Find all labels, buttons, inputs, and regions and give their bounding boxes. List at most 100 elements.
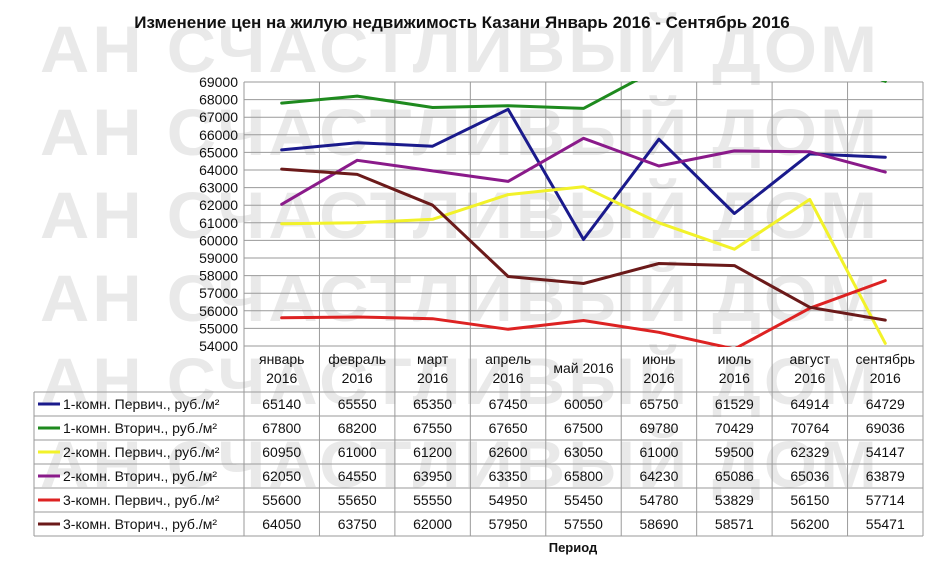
- x-tick-label: май 2016: [553, 360, 613, 376]
- x-tick-label: июль 2016: [718, 351, 751, 386]
- table-cell: 57550: [564, 516, 603, 532]
- table-cell: 54147: [866, 444, 905, 460]
- table-cell: 63879: [866, 468, 905, 484]
- series-line-2: [280, 81, 887, 110]
- watermark-text: АН СЧАСТЛИВЫЙ ДОМ: [40, 177, 880, 252]
- table-cell: 63750: [338, 516, 377, 532]
- y-tick-label: 59000: [199, 250, 238, 266]
- y-tick-label: 55000: [199, 320, 238, 336]
- chart-title: Изменение цен на жилую недвижимость Каза…: [134, 13, 790, 32]
- table-cell: 62600: [489, 444, 528, 460]
- table-cell: 65550: [338, 396, 377, 412]
- table-cell: 69036: [866, 420, 905, 436]
- table-cell: 55600: [262, 492, 301, 508]
- table-cell: 63350: [489, 468, 528, 484]
- y-tick-label: 57000: [199, 285, 238, 301]
- table-cell: 67450: [489, 396, 528, 412]
- y-tick-label: 63000: [199, 180, 238, 196]
- table-cell: 53829: [715, 492, 754, 508]
- table-cell: 67800: [262, 420, 301, 436]
- table-cell: 63950: [413, 468, 452, 484]
- table-cell: 64050: [262, 516, 301, 532]
- series-line-3: [280, 185, 887, 345]
- table-cell: 62050: [262, 468, 301, 484]
- table-cell: 67500: [564, 420, 603, 436]
- table-cell: 60950: [262, 444, 301, 460]
- table-cell: 56200: [790, 516, 829, 532]
- x-axis-categories: январь 2016 февраль 2016 март 2016 апрель 2016 м…: [243, 346, 924, 392]
- y-tick-label: 65000: [199, 144, 238, 160]
- series-line-6: [280, 167, 887, 322]
- table-cell: 64550: [338, 468, 377, 484]
- y-tick-label: 68000: [199, 92, 238, 108]
- legend-label-2: 1-комн. Вторич., руб./м²: [63, 420, 217, 436]
- legend-label-3: 2-комн. Первич., руб./м²: [63, 444, 220, 460]
- table-cell: 57950: [489, 516, 528, 532]
- legend-label-1: 1-комн. Первич., руб./м²: [63, 396, 220, 412]
- table-cell: 61000: [639, 444, 678, 460]
- table-cell: 59500: [715, 444, 754, 460]
- table-cell: 54780: [639, 492, 678, 508]
- legend-label-6: 3-комн. Вторич., руб./м²: [63, 516, 217, 532]
- table-cell: 65800: [564, 468, 603, 484]
- table-cell: 63050: [564, 444, 603, 460]
- table-cell: 65140: [262, 396, 301, 412]
- y-tick-label: 54000: [199, 338, 238, 354]
- series-lines: [280, 81, 887, 347]
- table-cell: 55471: [866, 516, 905, 532]
- series-line-1: [280, 107, 887, 241]
- table-cell: 65350: [413, 396, 452, 412]
- y-tick-label: 58000: [199, 268, 238, 284]
- table-cell: 58690: [639, 516, 678, 532]
- table-cell: 64729: [866, 396, 905, 412]
- x-axis-label: Период: [549, 540, 598, 555]
- table-cell: 62000: [413, 516, 452, 532]
- table-cell: 65750: [639, 396, 678, 412]
- table-cell: 64230: [639, 468, 678, 484]
- table-cell: 65036: [790, 468, 829, 484]
- y-tick-label: 61000: [199, 215, 238, 231]
- table-cell: 60050: [564, 396, 603, 412]
- table-cell: 55450: [564, 492, 603, 508]
- table-cell: 54950: [489, 492, 528, 508]
- watermark-text: АН СЧАСТЛИВЫЙ ДОМ: [40, 11, 880, 86]
- x-tick-label: август 2016: [790, 351, 831, 386]
- table-cell: 57714: [866, 492, 905, 508]
- table-cell: 58571: [715, 516, 754, 532]
- table-cell: 55550: [413, 492, 452, 508]
- table-cell: 62329: [790, 444, 829, 460]
- table-cell: 70764: [790, 420, 829, 436]
- legend-label-5: 3-комн. Первич., руб./м²: [63, 492, 220, 508]
- table-cell: 55650: [338, 492, 377, 508]
- x-tick-label: март 2016: [417, 351, 449, 386]
- x-tick-label: февраль 2016: [328, 351, 386, 386]
- data-table: 1-комн. Первич., руб./м² 65140 65550 65350 6…: [33, 391, 924, 537]
- x-tick-label: январь 2016: [259, 351, 304, 386]
- y-tick-label: 56000: [199, 303, 238, 319]
- y-tick-label: 62000: [199, 197, 238, 213]
- table-cell: 61200: [413, 444, 452, 460]
- table-cell: 64914: [790, 396, 829, 412]
- y-tick-label: 67000: [199, 109, 238, 125]
- x-tick-label: июнь 2016: [642, 351, 675, 386]
- table-cell: 65086: [715, 468, 754, 484]
- series-line-4: [280, 136, 887, 206]
- table-cell: 68200: [338, 420, 377, 436]
- table-cell: 69780: [639, 420, 678, 436]
- y-tick-label: 66000: [199, 127, 238, 143]
- table-cell: 67550: [413, 420, 452, 436]
- watermark-text: АН СЧАСТЛИВЫЙ ДОМ: [40, 343, 880, 418]
- legend-label-4: 2-комн. Вторич., руб./м²: [63, 468, 217, 484]
- x-tick-label: апрель 2016: [485, 351, 531, 386]
- y-tick-label: 64000: [199, 162, 238, 178]
- table-cell: 70429: [715, 420, 754, 436]
- table-cell: 61000: [338, 444, 377, 460]
- x-tick-label: сентябрь 2016: [855, 351, 915, 386]
- series-line-5: [280, 279, 887, 347]
- table-cell: 61529: [715, 396, 754, 412]
- y-tick-label: 60000: [199, 232, 238, 248]
- table-cell: 67650: [489, 420, 528, 436]
